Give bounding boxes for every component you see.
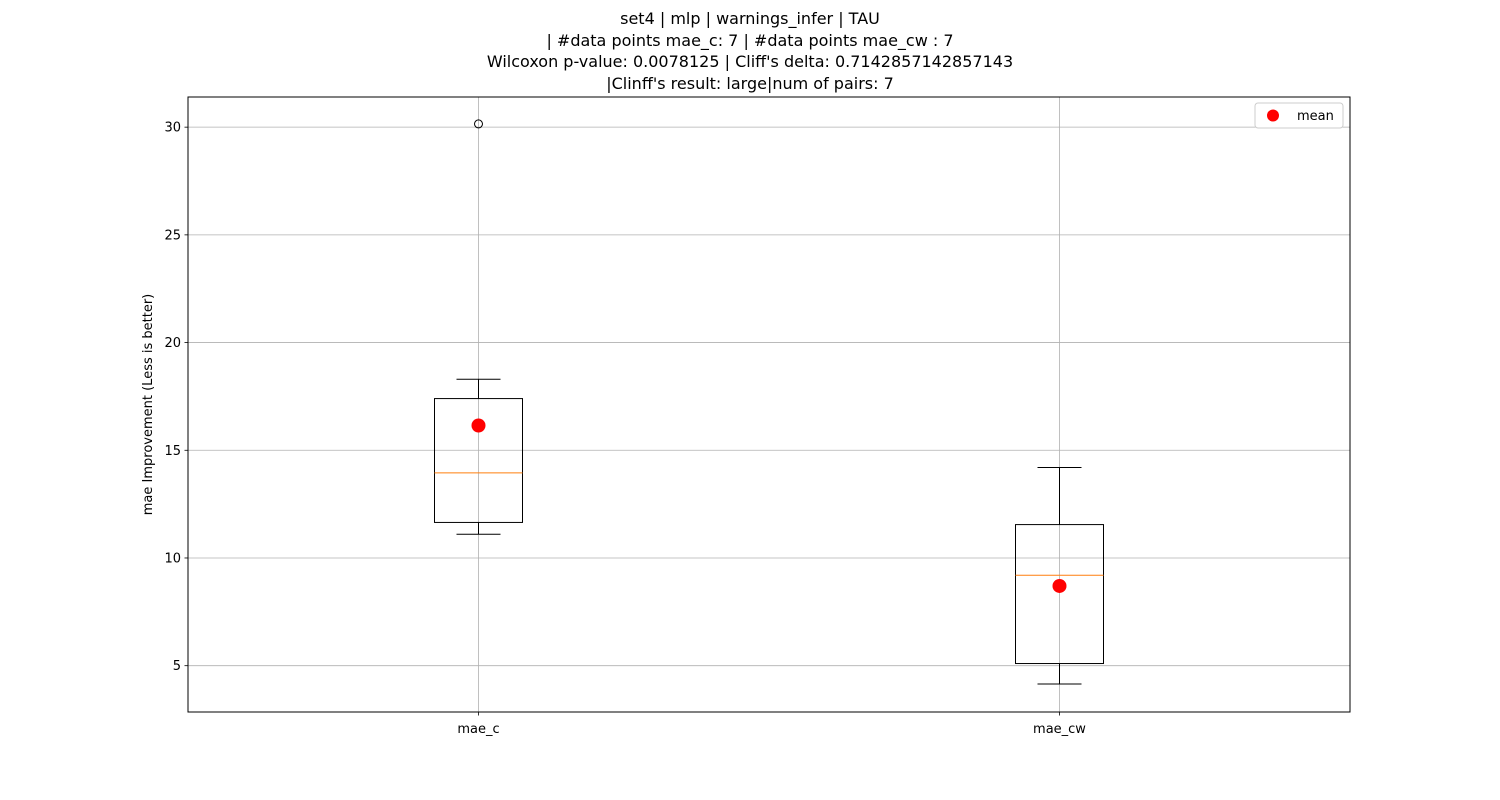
grid-layer (188, 97, 1350, 712)
mean-marker (471, 418, 486, 433)
y-tick-label: 15 (164, 444, 181, 459)
x-tick-label: mae_c (457, 722, 499, 737)
title-line-1: set4 | mlp | warnings_infer | TAU (620, 9, 880, 28)
y-axis-label: mae Improvement (Less is better) (141, 294, 156, 515)
legend-frame (1254, 102, 1344, 129)
chart-title: set4 | mlp | warnings_infer | TAU | #dat… (0, 8, 1500, 94)
plot-frame (187, 96, 1351, 713)
title-line-4: |Clinff's result: large|num of pairs: 7 (606, 73, 894, 93)
mean-marker (1052, 578, 1067, 593)
tick-layer: 5 10 15 20 25 30 mae_c mae_cw (164, 121, 1086, 737)
legend-mean-marker (1267, 109, 1279, 122)
box-group-mae_cw (1015, 467, 1104, 685)
box-iqr (1015, 524, 1104, 665)
title-line-3: Wilcoxon p-value: 0.0078125 | Cliff's de… (486, 52, 1014, 71)
title-line-2: | #data points mae_c: 7 | #data points m… (546, 30, 954, 50)
y-tick-label: 25 (164, 228, 181, 243)
y-tick-label: 5 (173, 659, 181, 674)
legend: mean (1254, 102, 1344, 129)
box-layer (434, 119, 1104, 685)
box-iqr (434, 398, 523, 523)
box-group-mae_c (434, 119, 523, 535)
y-tick-label: 20 (164, 336, 181, 351)
x-tick-label: mae_cw (1033, 722, 1086, 737)
y-tick-label: 10 (164, 551, 181, 566)
legend-mean-label: mean (1297, 109, 1334, 124)
y-tick-label: 30 (164, 121, 181, 136)
outlier-point (474, 119, 483, 129)
